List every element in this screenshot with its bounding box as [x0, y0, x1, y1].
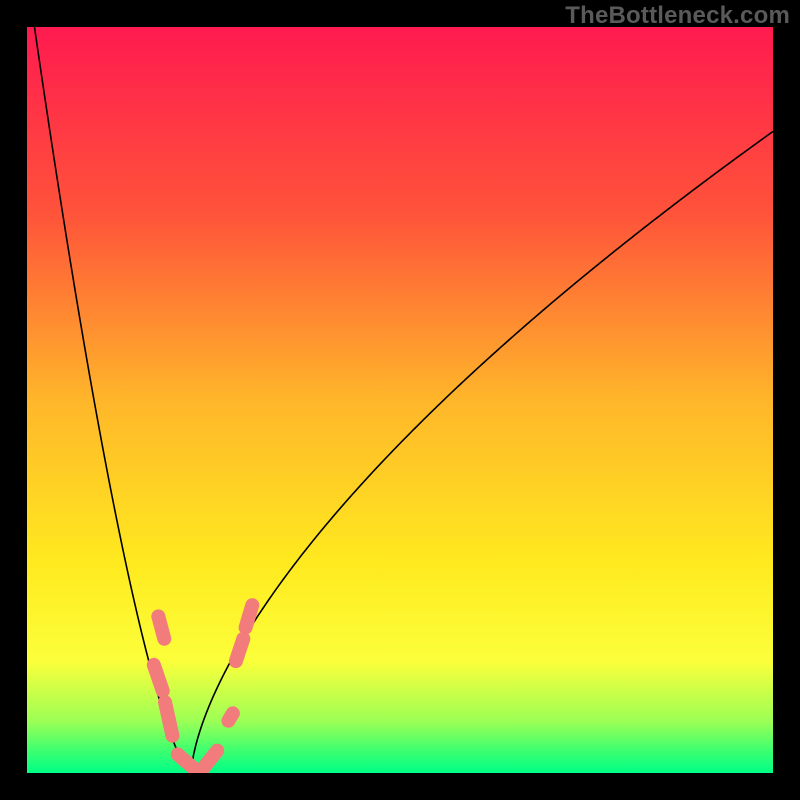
curve-marker — [236, 639, 243, 661]
curve-marker — [228, 713, 232, 720]
curve-marker — [246, 605, 253, 627]
curve-marker — [154, 665, 163, 691]
bottleneck-curve-chart — [0, 0, 800, 800]
plot-background — [27, 27, 773, 773]
curve-marker — [165, 702, 172, 736]
curve-marker — [158, 616, 164, 638]
